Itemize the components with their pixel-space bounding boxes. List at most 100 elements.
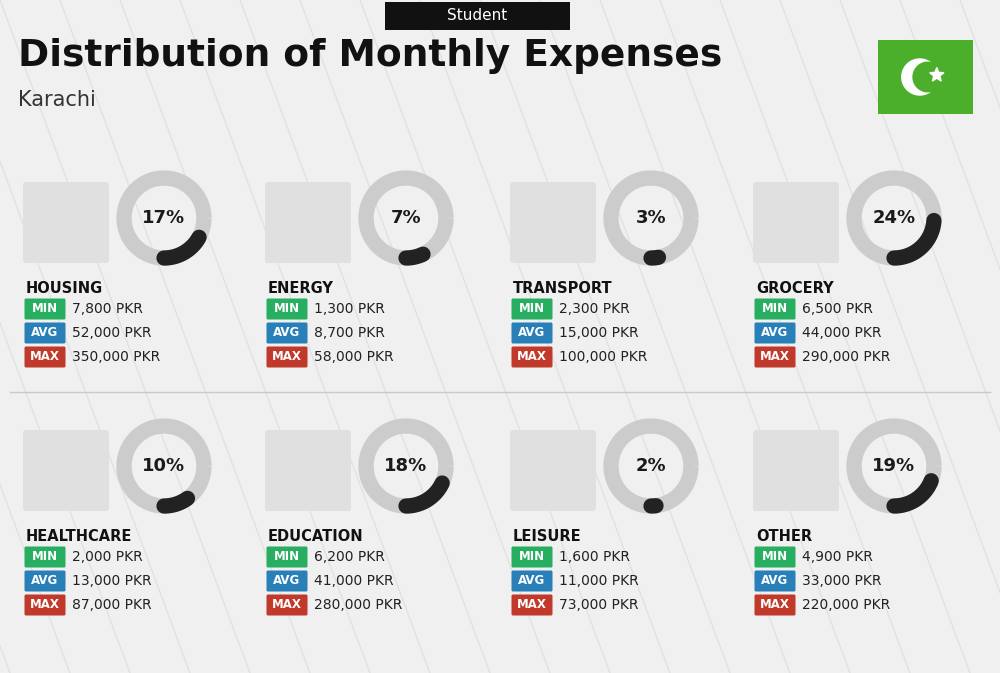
Text: AVG: AVG [518, 575, 546, 588]
Text: 7,800 PKR: 7,800 PKR [72, 302, 143, 316]
Text: 11,000 PKR: 11,000 PKR [559, 574, 639, 588]
Text: Karachi: Karachi [18, 90, 96, 110]
FancyBboxPatch shape [24, 299, 66, 320]
Text: MAX: MAX [272, 351, 302, 363]
Text: 18%: 18% [384, 457, 428, 475]
Text: LEISURE: LEISURE [513, 529, 582, 544]
FancyBboxPatch shape [24, 546, 66, 567]
Text: 2%: 2% [636, 457, 666, 475]
Text: TRANSPORT: TRANSPORT [513, 281, 613, 296]
Text: 8,700 PKR: 8,700 PKR [314, 326, 385, 340]
Text: MAX: MAX [760, 598, 790, 612]
Text: 17%: 17% [142, 209, 186, 227]
FancyBboxPatch shape [266, 347, 308, 367]
Text: 3%: 3% [636, 209, 666, 227]
FancyBboxPatch shape [266, 322, 308, 343]
FancyBboxPatch shape [24, 347, 66, 367]
Text: MIN: MIN [519, 302, 545, 316]
Text: 13,000 PKR: 13,000 PKR [72, 574, 152, 588]
FancyBboxPatch shape [755, 347, 796, 367]
Text: AVG: AVG [273, 575, 301, 588]
Text: 1,300 PKR: 1,300 PKR [314, 302, 385, 316]
Text: 6,500 PKR: 6,500 PKR [802, 302, 873, 316]
Text: 19%: 19% [872, 457, 916, 475]
Text: ENERGY: ENERGY [268, 281, 334, 296]
FancyBboxPatch shape [512, 594, 552, 616]
Text: 4,900 PKR: 4,900 PKR [802, 550, 873, 564]
FancyBboxPatch shape [510, 430, 596, 511]
Text: 24%: 24% [872, 209, 916, 227]
Text: MIN: MIN [762, 302, 788, 316]
FancyBboxPatch shape [265, 182, 351, 263]
FancyBboxPatch shape [266, 546, 308, 567]
FancyBboxPatch shape [753, 182, 839, 263]
Text: GROCERY: GROCERY [756, 281, 834, 296]
Text: 87,000 PKR: 87,000 PKR [72, 598, 152, 612]
Text: EDUCATION: EDUCATION [268, 529, 364, 544]
FancyBboxPatch shape [755, 299, 796, 320]
FancyBboxPatch shape [266, 571, 308, 592]
Text: 10%: 10% [142, 457, 186, 475]
Text: 2,300 PKR: 2,300 PKR [559, 302, 630, 316]
Text: 15,000 PKR: 15,000 PKR [559, 326, 639, 340]
FancyBboxPatch shape [24, 322, 66, 343]
FancyBboxPatch shape [755, 571, 796, 592]
Text: MAX: MAX [30, 351, 60, 363]
Text: 7%: 7% [391, 209, 421, 227]
Text: 290,000 PKR: 290,000 PKR [802, 350, 890, 364]
Text: AVG: AVG [31, 326, 59, 339]
Text: MIN: MIN [762, 551, 788, 563]
FancyBboxPatch shape [385, 2, 570, 30]
Text: 350,000 PKR: 350,000 PKR [72, 350, 160, 364]
FancyBboxPatch shape [265, 430, 351, 511]
FancyBboxPatch shape [23, 182, 109, 263]
Polygon shape [902, 59, 938, 95]
Text: MIN: MIN [32, 551, 58, 563]
Text: 100,000 PKR: 100,000 PKR [559, 350, 647, 364]
Text: MAX: MAX [517, 598, 547, 612]
Text: 6,200 PKR: 6,200 PKR [314, 550, 385, 564]
Text: 1,600 PKR: 1,600 PKR [559, 550, 630, 564]
Text: 220,000 PKR: 220,000 PKR [802, 598, 890, 612]
Text: OTHER: OTHER [756, 529, 812, 544]
Text: MIN: MIN [519, 551, 545, 563]
Text: MAX: MAX [760, 351, 790, 363]
Text: HOUSING: HOUSING [26, 281, 103, 296]
Text: MAX: MAX [272, 598, 302, 612]
FancyBboxPatch shape [512, 322, 552, 343]
FancyBboxPatch shape [755, 322, 796, 343]
FancyBboxPatch shape [512, 571, 552, 592]
Text: 52,000 PKR: 52,000 PKR [72, 326, 152, 340]
FancyBboxPatch shape [510, 182, 596, 263]
Text: AVG: AVG [761, 326, 789, 339]
FancyBboxPatch shape [512, 546, 552, 567]
Text: MIN: MIN [32, 302, 58, 316]
Text: AVG: AVG [761, 575, 789, 588]
FancyBboxPatch shape [878, 40, 973, 114]
Text: 58,000 PKR: 58,000 PKR [314, 350, 394, 364]
Text: MIN: MIN [274, 302, 300, 316]
FancyBboxPatch shape [24, 594, 66, 616]
Text: 280,000 PKR: 280,000 PKR [314, 598, 402, 612]
Text: 2,000 PKR: 2,000 PKR [72, 550, 143, 564]
FancyBboxPatch shape [23, 430, 109, 511]
FancyBboxPatch shape [512, 347, 552, 367]
Text: 73,000 PKR: 73,000 PKR [559, 598, 639, 612]
FancyBboxPatch shape [266, 299, 308, 320]
FancyBboxPatch shape [753, 430, 839, 511]
FancyBboxPatch shape [24, 571, 66, 592]
FancyBboxPatch shape [755, 594, 796, 616]
Polygon shape [913, 62, 943, 92]
FancyBboxPatch shape [266, 594, 308, 616]
FancyBboxPatch shape [755, 546, 796, 567]
Text: MIN: MIN [274, 551, 300, 563]
Text: MAX: MAX [517, 351, 547, 363]
Text: AVG: AVG [518, 326, 546, 339]
Polygon shape [930, 67, 944, 81]
Text: 33,000 PKR: 33,000 PKR [802, 574, 882, 588]
FancyBboxPatch shape [512, 299, 552, 320]
Text: MAX: MAX [30, 598, 60, 612]
Text: 44,000 PKR: 44,000 PKR [802, 326, 882, 340]
Text: AVG: AVG [31, 575, 59, 588]
Text: HEALTHCARE: HEALTHCARE [26, 529, 132, 544]
